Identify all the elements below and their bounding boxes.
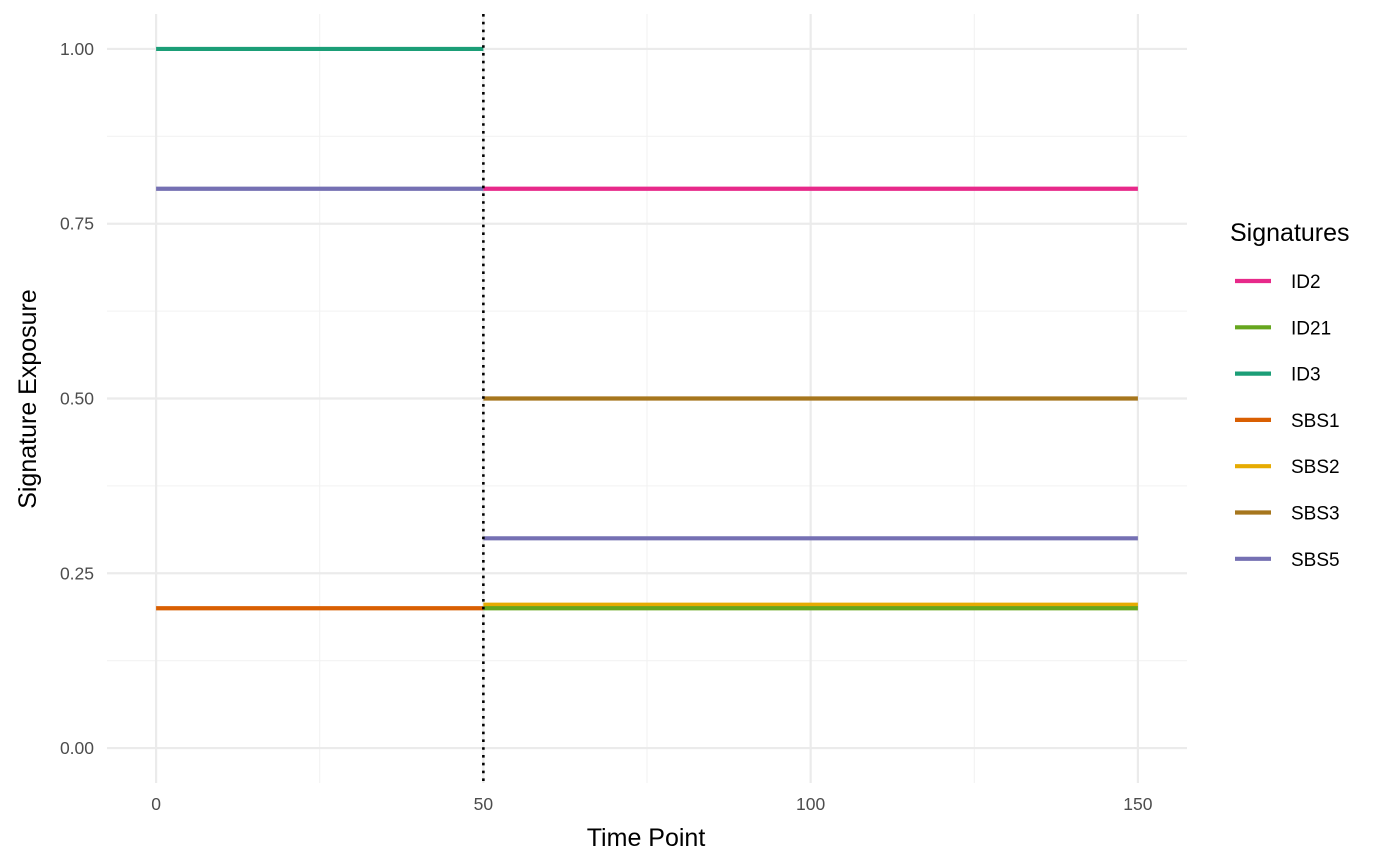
y-tick-label: 0.75 <box>60 214 94 234</box>
legend-label-sbs2: SBS2 <box>1291 457 1340 478</box>
y-axis-ticks: 0.00 0.25 0.50 0.75 1.00 <box>60 39 94 758</box>
x-tick-label: 0 <box>151 794 161 814</box>
x-axis-ticks: 0 50 100 150 <box>151 794 1153 814</box>
y-tick-label: 0.25 <box>60 563 94 583</box>
x-tick-label: 150 <box>1123 794 1152 814</box>
x-tick-label: 100 <box>796 794 825 814</box>
legend-title: Signatures <box>1230 219 1350 247</box>
y-tick-label: 1.00 <box>60 39 94 59</box>
legend-label-id3: ID3 <box>1291 365 1321 386</box>
x-axis-title: Time Point <box>587 824 706 852</box>
y-axis-title: Signature Exposure <box>14 289 42 509</box>
y-tick-label: 0.50 <box>60 389 94 409</box>
legend-items: ID2 ID21 ID3 SBS1 SBS2 SBS3 SBS5 <box>1235 272 1340 571</box>
legend-label-sbs1: SBS1 <box>1291 411 1340 432</box>
legend-label-sbs3: SBS3 <box>1291 504 1340 525</box>
legend-label-sbs5: SBS5 <box>1291 550 1340 571</box>
y-tick-label: 0.00 <box>60 738 94 758</box>
x-tick-label: 50 <box>474 794 494 814</box>
series-lines <box>156 46 1138 611</box>
legend-label-id21: ID21 <box>1291 318 1331 339</box>
legend: Signatures ID2 ID21 ID3 SBS1 SBS2 SBS3 SBS5 <box>1230 219 1350 571</box>
legend-label-id2: ID2 <box>1291 272 1321 293</box>
